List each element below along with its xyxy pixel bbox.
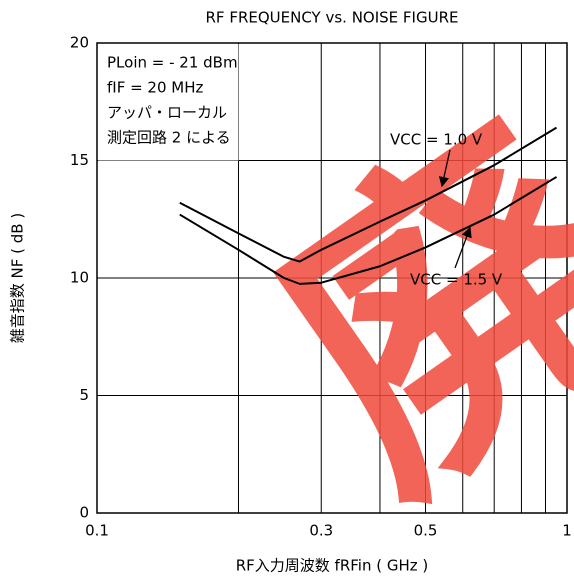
y-tick-label: 15 (70, 151, 89, 169)
y-tick-label: 20 (70, 34, 89, 52)
annotation: fIF = 20 MHz (107, 79, 204, 97)
series-label: VCC = 1.0 V (390, 131, 483, 149)
label-arrow (454, 226, 472, 269)
annotation: 測定回路 2 による (107, 129, 231, 147)
chart-title: RF FREQUENCY vs. NOISE FIGURE (206, 9, 459, 27)
annotation: アッパ・ローカル (107, 104, 227, 122)
series-line (179, 176, 558, 285)
annotation-box (98, 44, 239, 161)
annotation: PLoin = - 21 dBm (107, 54, 238, 72)
y-tick-label: 10 (70, 269, 89, 287)
label-arrow (438, 149, 451, 188)
x-axis-label: RF入力周波数 fRFin ( GHz ) (236, 557, 429, 575)
series-line (179, 126, 558, 263)
x-tick-label: 0.3 (309, 522, 333, 540)
y-tick-label: 5 (79, 386, 89, 404)
x-tick-label: 0.5 (414, 522, 438, 540)
x-tick-label: 1 (562, 522, 572, 540)
series-label: VCC = 1.5 V (410, 271, 503, 289)
y-axis-label: 雑音指数 NF ( dB ) (9, 213, 27, 343)
x-tick-label: 0.1 (85, 522, 109, 540)
plot-frame (96, 42, 568, 514)
y-tick-label: 0 (79, 504, 89, 522)
